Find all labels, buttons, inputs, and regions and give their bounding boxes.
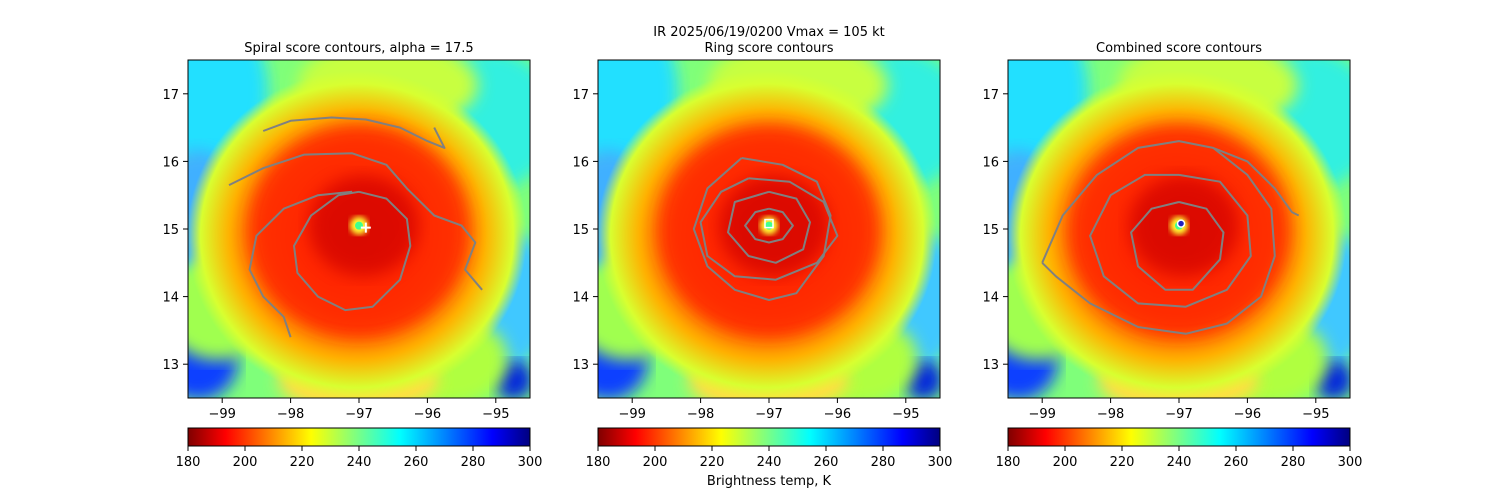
y-tick-label: 14 [982,291,999,306]
panel-title: Combined score contours [1096,41,1262,56]
y-tick-label: 17 [572,88,589,103]
y-tick-label: 15 [162,223,179,238]
colorbar-tick-label: 180 [996,455,1021,470]
center-marker-circle [1176,219,1186,228]
x-tick-label: −98 [687,407,714,422]
y-tick-label: 15 [572,223,589,238]
x-tick-label: −95 [892,407,919,422]
x-tick-label: −98 [277,407,304,422]
colorbar-tick-label: 200 [1053,455,1078,470]
center-marker-plus [360,222,371,233]
x-tick-label: −98 [1097,407,1124,422]
colorbar-gradient [1007,427,1351,447]
x-tick-label: −95 [1302,407,1329,422]
colorbar-tick-label: 180 [586,455,611,470]
contour-ring-contour-2 [727,190,811,264]
y-tick-label: 17 [162,88,179,103]
colorbar-tick-label: 220 [290,455,315,470]
x-tick-label: −95 [482,407,509,422]
brightness-temp-image [598,60,940,398]
y-tick-label: 13 [572,358,589,373]
colorbar-tick-label: 280 [1281,455,1306,470]
panel-title: Ring score contours [704,41,833,56]
colorbar-tick-label: 300 [1338,455,1363,470]
contour-top-arc-contour [262,116,446,149]
colorbar-2: 180 200 220 240 260 280 300 [586,427,953,470]
y-tick-label: 16 [982,155,999,170]
colorbar-tick-label: 260 [814,455,839,470]
colorbar-tick-label: 280 [871,455,896,470]
colorbar-tick-label: 200 [233,455,258,470]
contour-ring-contour-3 [699,177,839,281]
colorbar-tick-label: 300 [928,455,953,470]
colorbar-label: Brightness temp, K [707,474,832,489]
x-tick-label: −99 [618,407,645,422]
panel-title: Spiral score contours, alpha = 17.5 [244,41,473,56]
contour-middle-contour [1089,173,1252,308]
panel-2: Ring score contours −99 −98 −97 −96 −95 13 14 15… [572,41,941,422]
colorbar-tick-label: 240 [1167,455,1192,470]
y-tick-label: 16 [572,155,589,170]
contour-ring-contour-4 [692,157,832,301]
storm-eye-center [765,221,773,230]
colorbar-tick-label: 260 [1224,455,1249,470]
colorbar-tick-label: 280 [461,455,486,470]
contour-ring-contour-1 [744,207,794,244]
y-tick-label: 15 [982,223,999,238]
y-tick-label: 13 [982,358,999,373]
y-tick-label: 16 [162,155,179,170]
colorbar-3: 180 200 220 240 260 280 300 [996,427,1363,470]
contour-inner-contour [293,190,412,312]
colorbar-tick-label: 260 [404,455,429,470]
x-tick-label: −97 [345,407,372,422]
x-tick-label: −97 [755,407,782,422]
colorbar-tick-label: 200 [643,455,668,470]
center-marker-square [764,218,774,229]
panel-1: Spiral score contours, alpha = 17.5 −99 −9… [162,41,531,422]
suptitle: IR 2025/06/19/0200 Vmax = 105 kt [653,25,884,40]
x-tick-label: −97 [1165,407,1192,422]
colorbar-tick-label: 220 [1110,455,1135,470]
colorbar-gradient [597,427,941,447]
y-tick-label: 14 [572,291,589,306]
contour-inner-contour [1130,201,1225,291]
x-tick-label: −96 [414,407,441,422]
y-tick-label: 13 [162,358,179,373]
colorbar-tick-label: 240 [347,455,372,470]
colorbar-tick-label: 240 [757,455,782,470]
colorbar-tick-label: 180 [176,455,201,470]
colorbar-gradient [187,427,531,447]
colorbar-tick-label: 300 [518,455,543,470]
brightness-temp-image [188,60,530,398]
panel-3: Combined score contours −99 −98 −97 −96 −95 13… [982,41,1351,422]
x-tick-label: −96 [1234,407,1261,422]
contour-left-spiral-contour [248,190,353,338]
contour-outer-contour [1041,140,1276,335]
contour-tail-contour [1212,146,1300,217]
y-tick-label: 17 [982,88,999,103]
contour-outer-spiral-contour [228,152,483,291]
brightness-temp-image [1008,60,1350,398]
x-tick-label: −99 [1028,407,1055,422]
y-tick-label: 14 [162,291,179,306]
colorbar-1: 180 200 220 240 260 280 300 [176,427,543,470]
x-tick-label: −99 [208,407,235,422]
colorbar-tick-label: 220 [700,455,725,470]
x-tick-label: −96 [824,407,851,422]
